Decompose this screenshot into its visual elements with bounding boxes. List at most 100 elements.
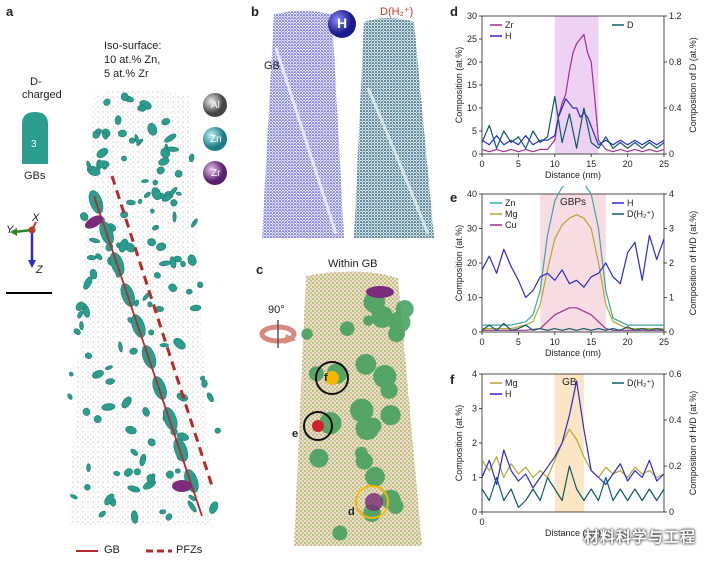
apt-reconstruction-b — [262, 10, 434, 238]
ytick-label: 0 — [472, 507, 477, 517]
legend-label: Cu — [505, 220, 517, 230]
zr-sphere-icon — [203, 161, 227, 185]
axes-triad-icon — [10, 221, 37, 268]
marker-e-label: e — [292, 428, 299, 440]
xtick-label: 5 — [516, 337, 521, 347]
gb-plane-view — [294, 271, 422, 546]
legend-pfz: PFZs — [176, 544, 203, 556]
ytick-label: 40 — [467, 189, 477, 199]
x-axis-label: Distance (nm) — [545, 528, 601, 538]
zn-sphere-icon — [203, 127, 227, 151]
shaded-region — [554, 16, 599, 154]
ytick-right-label: 3 — [669, 224, 674, 234]
ytick-label: 3 — [472, 404, 477, 414]
ytick-label: 20 — [467, 258, 477, 268]
ytick-right-label: 0.4 — [669, 103, 682, 113]
ytick-label: 2 — [472, 438, 477, 448]
ytick-label: 1 — [472, 473, 477, 483]
y-axis-label: Composition (at.%) — [454, 225, 464, 302]
legend-label: Mg — [505, 209, 518, 219]
legend-zr: Zr — [211, 168, 221, 179]
xtick-label: 20 — [623, 159, 633, 169]
within-gb-title: Within GB — [328, 258, 378, 270]
ytick-right-label: 0.4 — [669, 415, 682, 425]
ytick-label: 10 — [467, 103, 477, 113]
xtick-label: 15 — [586, 337, 596, 347]
gbs-label: GBs — [24, 170, 46, 182]
chart-d: 0 5 10 15 20 25 30 0 0.4 0.8 1.2 0 5 10 15 20 25 Distance… — [454, 11, 698, 180]
panel-d-letter: d — [450, 4, 458, 19]
x-axis-label: Distance (nm) — [545, 348, 601, 358]
grain-sample-icon — [22, 112, 48, 164]
ytick-right-label: 0 — [669, 507, 674, 517]
ytick-right-label: 0.6 — [669, 369, 682, 379]
series-line-h — [481, 98, 665, 146]
ytick-label: 30 — [467, 11, 477, 21]
ytick-right-label: 2 — [669, 258, 674, 268]
line-legend — [76, 549, 172, 553]
isosurface-title: Iso-surface: — [104, 40, 162, 52]
xtick-label: 0 — [479, 517, 484, 527]
legend-label: H — [627, 198, 634, 208]
ytick-right-label: 0.8 — [669, 57, 682, 67]
d-label-b: D(H₂⁺) — [380, 6, 414, 18]
marker-d-circle — [355, 485, 389, 519]
y-axis-right-label: Composition of H/D (at.%) — [688, 211, 698, 316]
ytick-label: 10 — [467, 293, 477, 303]
ytick-right-label: 4 — [669, 189, 674, 199]
gb-line — [93, 195, 203, 517]
legend-gb: GB — [104, 544, 120, 556]
chart-title: GBPs — [560, 197, 586, 208]
ytick-label: 20 — [467, 57, 477, 67]
series-line-h — [481, 380, 665, 489]
panel-a-letter: a — [6, 4, 14, 19]
xtick-label: 15 — [586, 159, 596, 169]
series-line-dh — [481, 465, 665, 508]
ytick-label: 25 — [467, 34, 477, 44]
panel-e-letter: e — [450, 190, 458, 205]
legend-label: H — [505, 389, 512, 399]
ytick-right-label: 1 — [669, 293, 674, 303]
series-line-mg — [481, 428, 665, 479]
xtick-label: 25 — [659, 337, 669, 347]
legend-label: H — [505, 31, 512, 41]
isosurface-zr: 5 at.% Zr — [104, 68, 149, 80]
gb-label-b: GB — [264, 60, 280, 72]
panel-f-letter: f — [450, 372, 455, 387]
axis-z-label: Z — [36, 264, 43, 276]
ytick-label: 5 — [472, 126, 477, 136]
h-sphere-icon — [328, 10, 356, 38]
ytick-label: 30 — [467, 224, 477, 234]
panel-b-letter: b — [251, 4, 259, 19]
scale-bar — [6, 292, 52, 294]
pfz-dashed-line — [110, 175, 214, 487]
marker-f-circle — [315, 361, 349, 395]
series-line-dh — [481, 322, 665, 331]
xtick-label: 0 — [479, 159, 484, 169]
al-sphere-icon — [203, 93, 227, 117]
legend-al: Al — [211, 100, 220, 111]
chart-f: 0 1 2 3 4 0 0.2 0.4 0.6 0 Distance (nm) Composition… — [454, 369, 698, 538]
series-line-cu — [482, 307, 664, 331]
shaded-region — [554, 374, 584, 512]
ytick-label: 0 — [472, 149, 477, 159]
legend-label: D(H₂⁺) — [627, 209, 654, 219]
marker-e-circle — [303, 411, 333, 441]
axis-x-label: X — [32, 212, 40, 224]
xtick-label: 5 — [516, 159, 521, 169]
legend-label: Zr — [505, 20, 514, 30]
ytick-label: 0 — [472, 327, 477, 337]
marker-f-label: f — [324, 372, 328, 384]
marker-d-label: d — [348, 506, 355, 518]
ytick-right-label: 0 — [669, 149, 674, 159]
atom-legend — [203, 93, 227, 185]
y-axis-label: Composition (at.%) — [454, 405, 464, 482]
y-axis-right-label: Composition of D (at.%) — [688, 37, 698, 133]
d-charged-line2: charged — [22, 89, 62, 101]
ytick-right-label: 1.2 — [669, 11, 682, 21]
grain-count: 3 — [31, 139, 37, 150]
x-axis-label: Distance (nm) — [545, 170, 601, 180]
y-axis-label: Composition (at.%) — [454, 47, 464, 124]
apt-reconstruction-a — [67, 89, 221, 527]
